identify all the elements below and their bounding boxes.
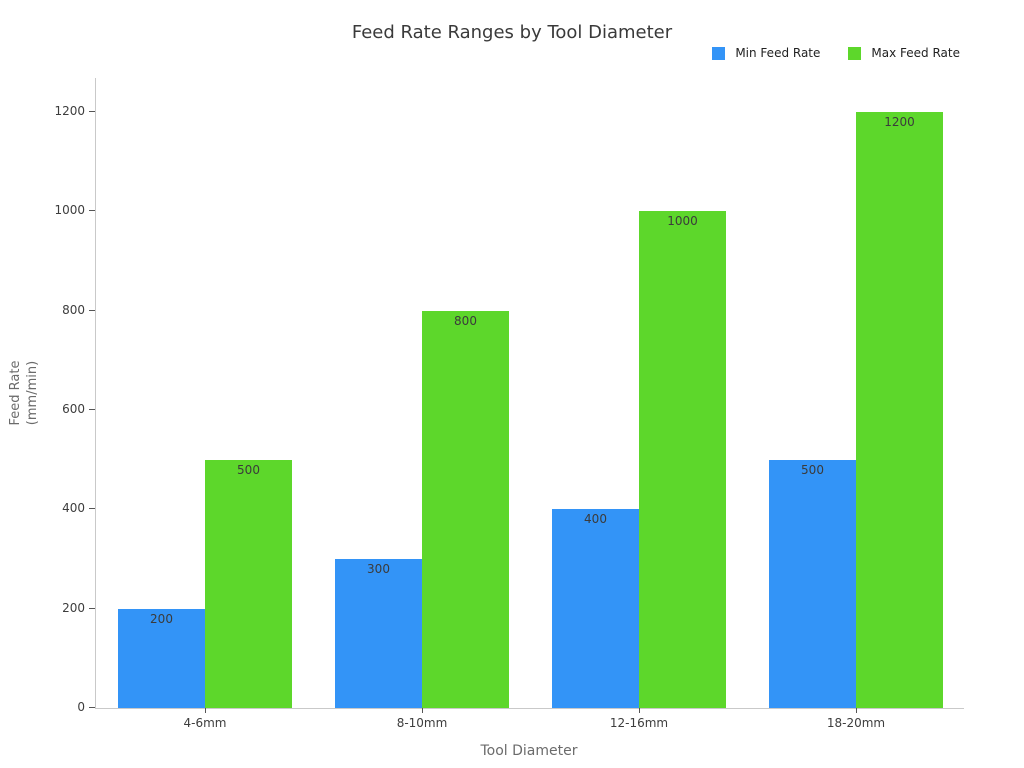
x-tick-label: 12-16mm	[609, 716, 669, 730]
x-tick-mark	[639, 708, 640, 713]
y-tick-label: 800	[62, 303, 85, 317]
y-tick-label: 1000	[54, 203, 85, 217]
x-tick-mark	[205, 708, 206, 713]
bar-value-label: 400	[584, 512, 607, 526]
y-tick-label: 1200	[54, 104, 85, 118]
y-tick-mark	[89, 111, 95, 112]
x-tick-label: 8-10mm	[396, 716, 448, 730]
y-axis-title: Feed Rate (mm/min)	[7, 293, 41, 493]
legend-swatch-icon	[712, 46, 726, 60]
x-tick-label: 4-6mm	[183, 716, 227, 730]
x-axis-title: Tool Diameter	[480, 743, 578, 759]
bar-value-label: 1200	[884, 115, 915, 129]
x-tick-label: 18-20mm	[826, 716, 886, 730]
y-tick-label: 200	[62, 601, 85, 615]
chart-title: Feed Rate Ranges by Tool Diameter	[351, 22, 673, 43]
bar-min-feed-rate-18-20mm	[769, 460, 856, 708]
plot-area: 0 200 400 600 800 1000 1200 4-6mm 200 500 8-10mm 30…	[54, 78, 964, 730]
bar-min-feed-rate-12-16mm	[552, 509, 639, 708]
bar-min-feed-rate-8-10mm	[335, 559, 422, 708]
y-tick-label: 600	[62, 402, 85, 416]
bar-value-label: 200	[150, 612, 173, 626]
y-tick-mark	[89, 409, 95, 410]
y-tick-label: 400	[62, 501, 85, 515]
bar-min-feed-rate-4-6mm	[118, 609, 205, 708]
bar-max-feed-rate-18-20mm	[856, 112, 943, 708]
bar-value-label: 1000	[667, 214, 698, 228]
y-axis-title-line1: Feed Rate	[8, 360, 23, 426]
legend-item-min-feed-rate: Min Feed Rate	[712, 46, 820, 60]
legend-swatch-icon	[848, 46, 862, 60]
legend-label: Max Feed Rate	[871, 46, 960, 60]
legend-label: Min Feed Rate	[735, 46, 821, 60]
bar-value-label: 500	[237, 463, 260, 477]
x-tick-mark	[856, 708, 857, 713]
y-tick-mark	[89, 210, 95, 211]
bar-value-label: 500	[801, 463, 824, 477]
bar-value-label: 800	[454, 314, 477, 328]
y-tick-mark	[89, 508, 95, 509]
y-tick-label: 0	[77, 700, 85, 714]
bar-value-label: 300	[367, 562, 390, 576]
bar-max-feed-rate-8-10mm	[422, 311, 509, 708]
legend: Min Feed Rate Max Feed Rate	[712, 46, 960, 60]
y-axis-title-line2: (mm/min)	[25, 360, 40, 426]
y-tick-mark	[89, 707, 95, 708]
y-tick-mark	[89, 310, 95, 311]
bar-max-feed-rate-4-6mm	[205, 460, 292, 708]
legend-item-max-feed-rate: Max Feed Rate	[848, 46, 960, 60]
y-tick-mark	[89, 608, 95, 609]
bar-max-feed-rate-12-16mm	[639, 211, 726, 708]
x-tick-mark	[422, 708, 423, 713]
